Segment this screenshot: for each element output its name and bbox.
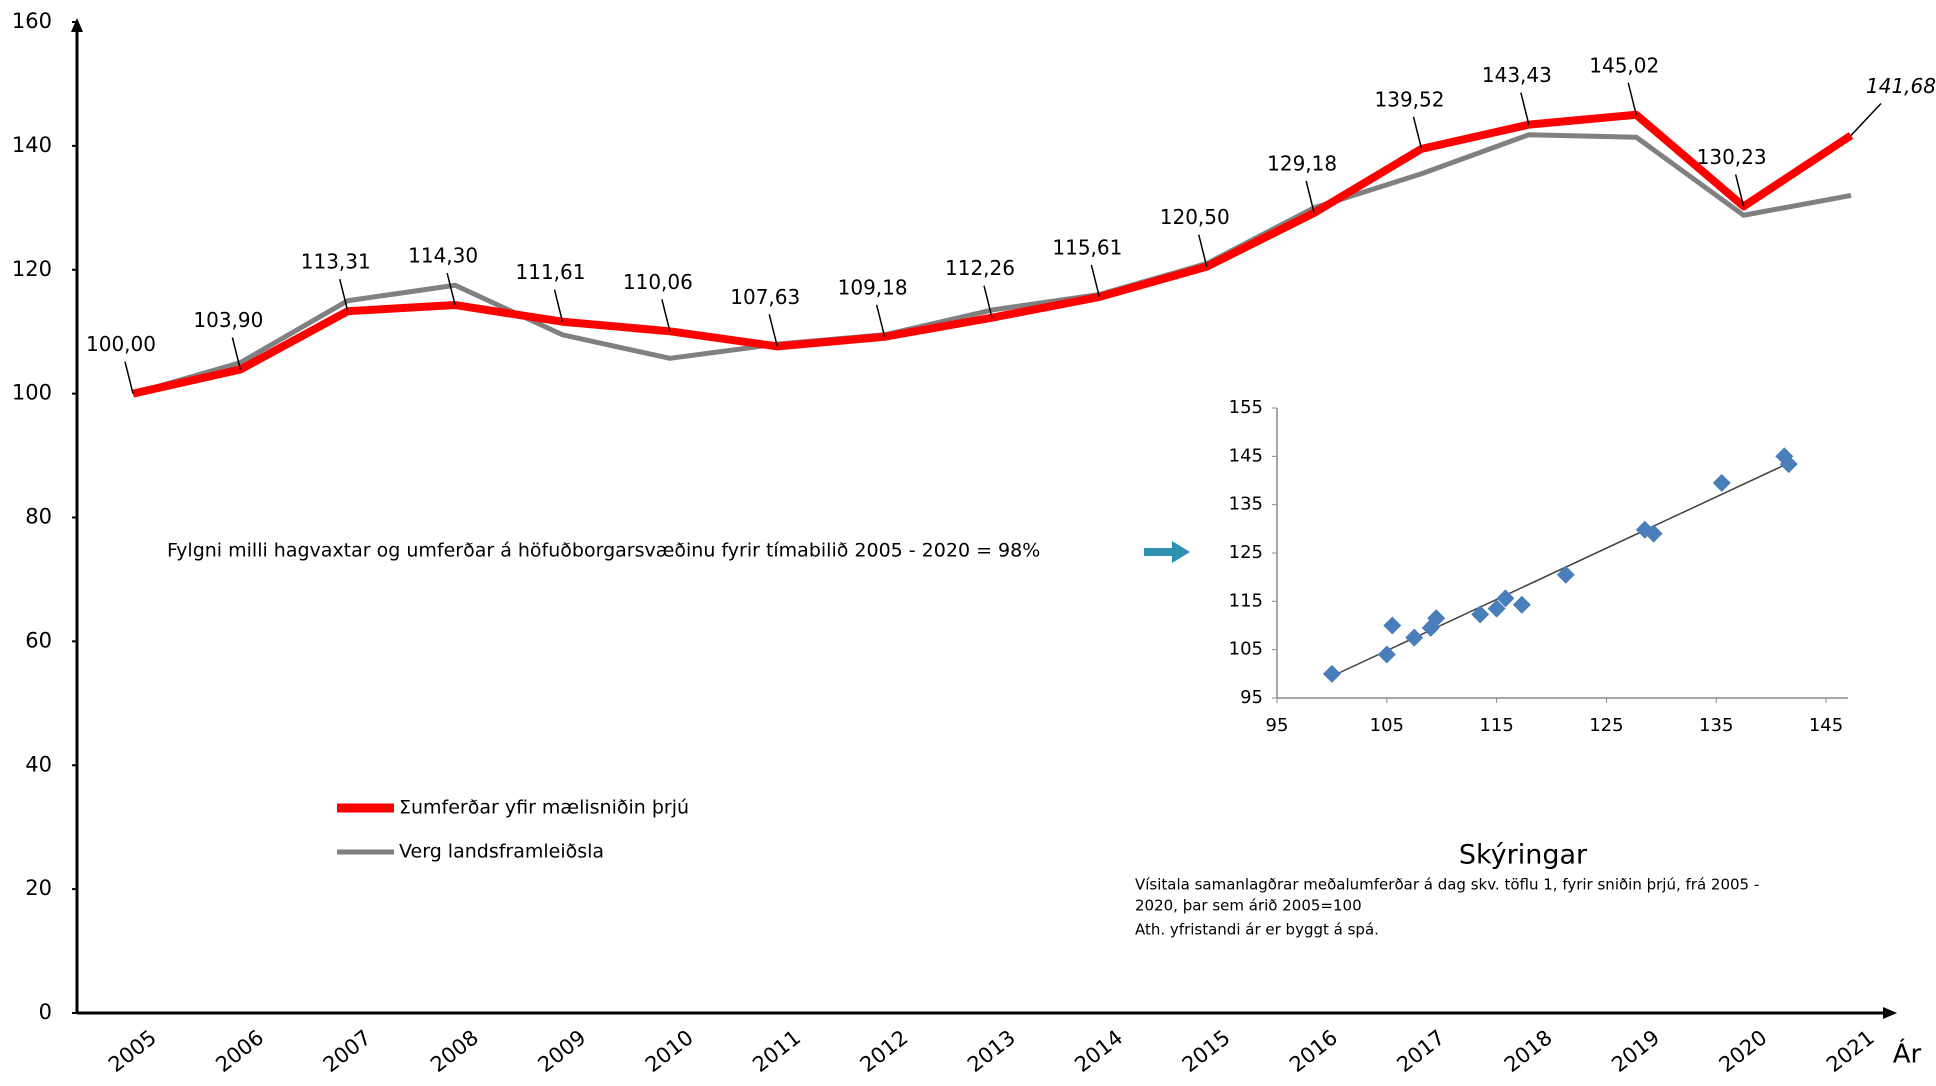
y-tick-label: 20 (25, 876, 52, 900)
y-tick-label: 60 (25, 628, 52, 652)
label-leader (1734, 174, 1745, 207)
label-leader (1520, 92, 1530, 125)
value-label: 113,31 (301, 250, 371, 274)
note: Vísitala samanlagðrar meðalumferðar á da… (1135, 876, 1759, 894)
value-label: 115,61 (1052, 235, 1122, 259)
value-label: 120,50 (1160, 205, 1230, 229)
value-label: 103,90 (193, 308, 263, 332)
y-axis-arrow (71, 18, 83, 32)
annotation: Fylgni milli hagvaxtar og umferðar á höf… (167, 540, 1040, 562)
scatter-point (1471, 605, 1490, 624)
label-leader (553, 289, 564, 322)
value-label: 130,23 (1697, 145, 1767, 169)
scatter-point (1427, 609, 1446, 628)
label-leader (875, 304, 886, 337)
scatter-point (1644, 524, 1663, 543)
inset-x-tick-label: 105 (1370, 715, 1404, 736)
y-tick-label: 80 (25, 505, 52, 529)
value-label: 110,06 (623, 270, 693, 294)
value-label: 109,18 (838, 275, 908, 299)
value-label: 111,61 (516, 260, 586, 284)
y-tick-label: 100 (12, 381, 52, 405)
trendline (1331, 462, 1790, 677)
y-tick-label: 120 (12, 257, 52, 281)
label-leader (1090, 264, 1101, 298)
scatter-point (1496, 589, 1515, 608)
value-label: 100,00 (86, 332, 156, 356)
legend-label: Σumferðar yfir mælisniðin þrjú (399, 797, 689, 819)
notes-title: Skýringar (1459, 840, 1588, 871)
scatter-point (1512, 595, 1531, 614)
inset-x-tick-label: 115 (1479, 715, 1513, 736)
label-leader (983, 285, 993, 318)
y-tick-label: 160 (12, 9, 52, 33)
inset-x-tick-label: 95 (1266, 715, 1289, 736)
scatter-point (1322, 664, 1341, 683)
inset-y-tick-label: 125 (1229, 542, 1263, 563)
value-label: 145,02 (1589, 53, 1659, 77)
label-leader (231, 337, 242, 370)
label-leader (1198, 234, 1208, 267)
value-label: 107,63 (730, 285, 800, 309)
inset-y-tick-label: 145 (1229, 445, 1263, 466)
label-leader (1850, 102, 1882, 136)
label-leader (661, 299, 671, 332)
note: 2020, þar sem árið 2005=100 (1135, 897, 1362, 915)
inset-y-tick-label: 115 (1229, 590, 1263, 611)
label-leader (1305, 180, 1315, 214)
inset-y-tick-label: 135 (1229, 494, 1263, 515)
value-label: 112,26 (945, 256, 1015, 280)
scatter-point (1383, 616, 1402, 635)
label-leader (124, 361, 134, 394)
scatter-point (1377, 645, 1396, 664)
arrow-head (1172, 541, 1190, 563)
label-leader (339, 279, 349, 312)
x-axis-label: Ár (1893, 1038, 1922, 1070)
x-axis-arrow (1883, 1007, 1897, 1019)
scatter-point (1487, 599, 1506, 618)
scatter-point (1779, 455, 1798, 474)
legend-label: Verg landsframleiðsla (399, 841, 604, 863)
inset-x-tick-label: 145 (1809, 715, 1843, 736)
arrow (1144, 541, 1190, 563)
inset-y-tick-label: 155 (1229, 397, 1263, 418)
value-label: 139,52 (1375, 87, 1445, 111)
label-leader (768, 314, 778, 347)
y-tick-label: 40 (25, 752, 52, 776)
y-tick-label: 0 (39, 1000, 52, 1024)
inset-y-tick-label: 105 (1229, 639, 1263, 660)
scatter-point (1712, 473, 1731, 492)
y-tick-label: 140 (12, 133, 52, 157)
note: Ath. yfristandi ár er byggt á spá. (1135, 921, 1379, 939)
scatter-point (1405, 628, 1424, 647)
label-leader (1412, 116, 1423, 150)
inset-x-tick-label: 125 (1589, 715, 1623, 736)
value-label: 129,18 (1267, 151, 1337, 175)
scatter-point (1556, 565, 1575, 584)
label-leader (1627, 82, 1637, 115)
series-line (132, 132, 1852, 397)
inset-x-tick-label: 135 (1699, 715, 1733, 736)
inset-y-tick-label: 95 (1240, 687, 1263, 708)
label-leader (446, 272, 456, 306)
arrow-shaft (1144, 548, 1174, 556)
value-label: 143,43 (1482, 63, 1552, 87)
value-label: 114,30 (408, 244, 478, 268)
value-label: 141,68 (1866, 74, 1936, 98)
